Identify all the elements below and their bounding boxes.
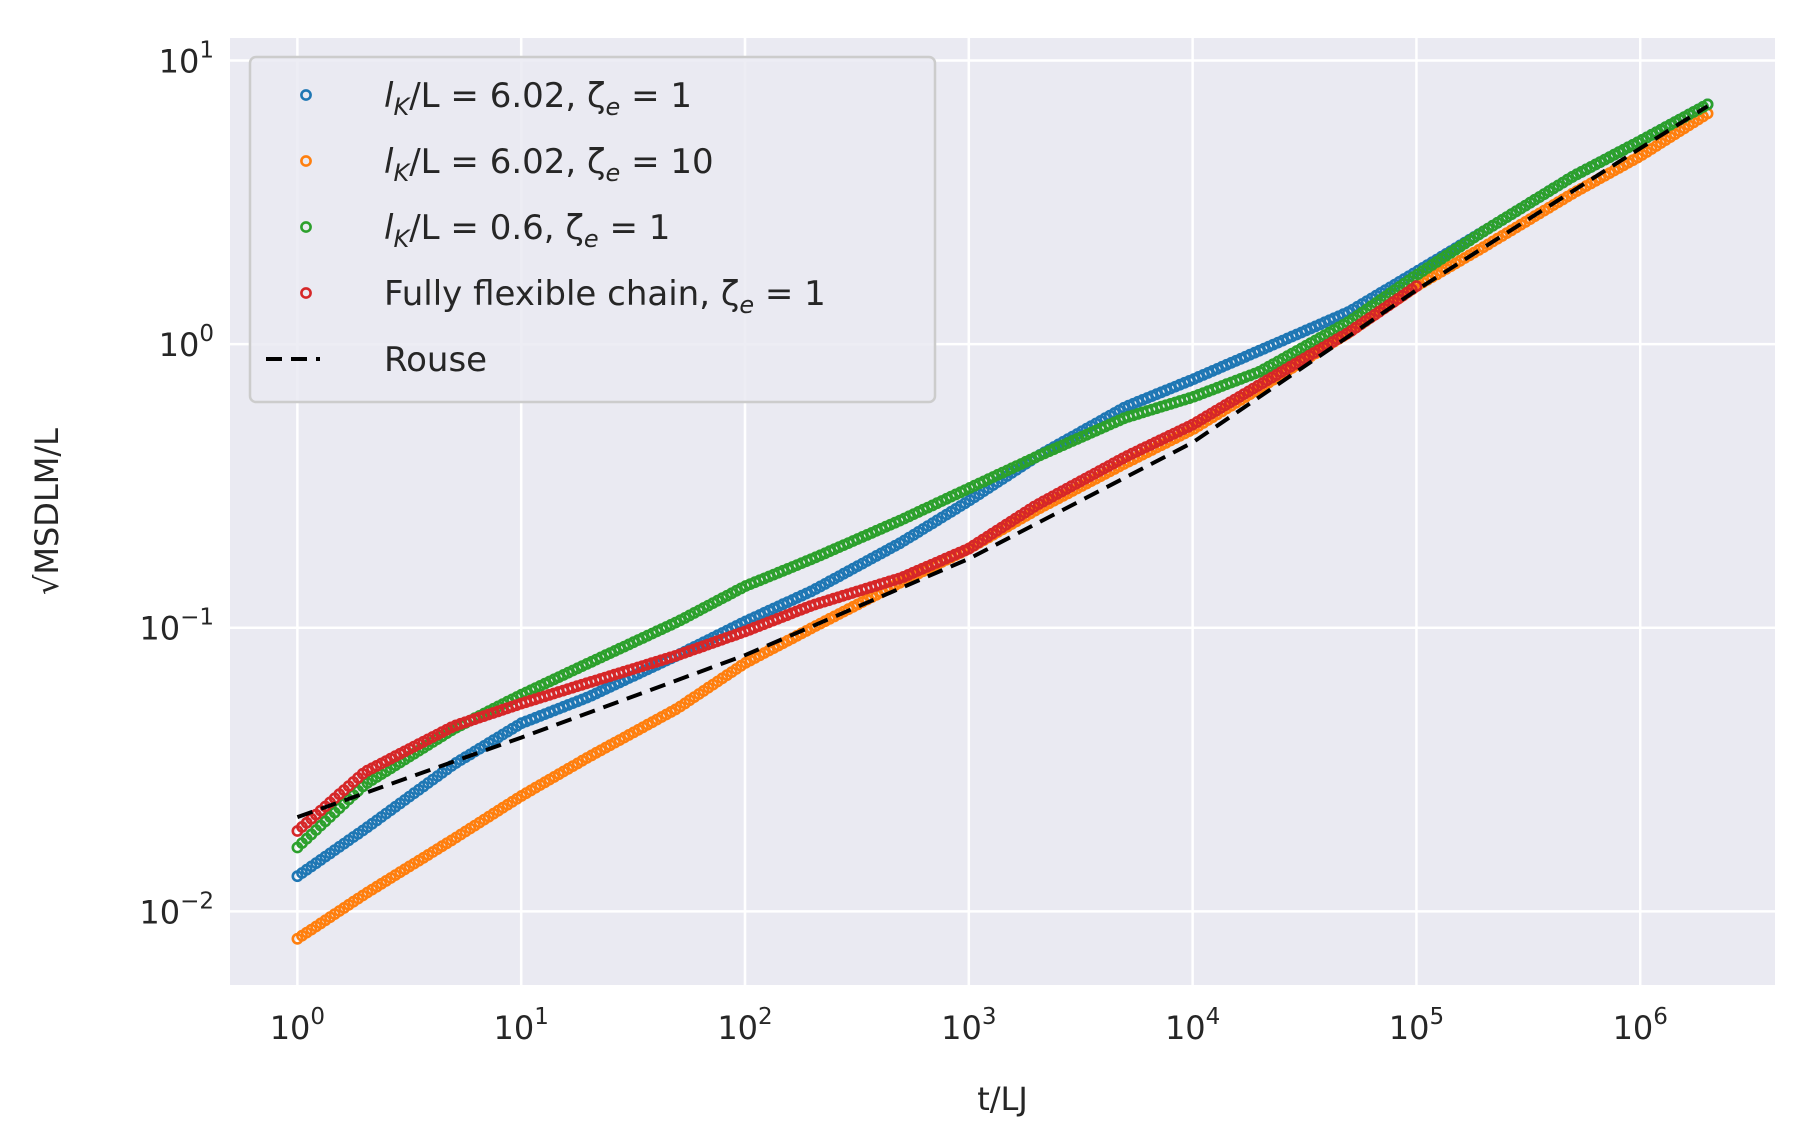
x-tick-label: 105 — [1389, 1004, 1444, 1047]
legend-label: lK/L = 6.02, ζe = 10 — [384, 142, 714, 187]
legend-item: lK/L = 6.02, ζe = 10 — [300, 142, 714, 187]
grid — [230, 38, 1775, 985]
legend-swatch — [300, 89, 312, 101]
legend-item: lK/L = 0.6, ζe = 1 — [300, 208, 670, 253]
x-tick-label: 106 — [1613, 1004, 1668, 1047]
series-5 — [296, 104, 1709, 819]
x-tick-label: 102 — [717, 1004, 772, 1047]
x-tick-label: 103 — [941, 1004, 996, 1047]
legend-label: lK/L = 0.6, ζe = 1 — [384, 208, 670, 253]
y-tick-label: 10−2 — [139, 888, 214, 931]
legend: lK/L = 6.02, ζe = 1 lK/L = 6.02, ζe = 10 l… — [248, 55, 937, 404]
y-tick-label: 10−1 — [139, 605, 214, 648]
legend-swatch — [300, 287, 312, 299]
legend-label: Rouse — [384, 340, 487, 380]
rouse-line — [296, 104, 1709, 819]
series-4 — [291, 280, 1423, 837]
y-tick-label: 100 — [159, 321, 214, 364]
legend-swatch — [300, 155, 312, 167]
data-point — [1410, 280, 1423, 293]
x-tick-label: 100 — [270, 1004, 325, 1047]
legend-item: Fully flexible chain, ζe = 1 — [300, 274, 826, 319]
legend-swatch — [300, 221, 312, 233]
y-axis-ticks: 10−2 10−1 100 101 — [139, 37, 214, 931]
legend-item: lK/L = 6.02, ζe = 1 — [300, 76, 692, 121]
x-tick-label: 101 — [494, 1004, 549, 1047]
legend-label: Fully flexible chain, ζe = 1 — [384, 274, 826, 319]
legend-box — [248, 55, 937, 404]
y-axis-label: √MSDLM/L — [28, 428, 66, 595]
x-axis-label: t/LJ — [977, 1080, 1028, 1118]
y-tick-label: 101 — [159, 37, 214, 80]
x-tick-label: 104 — [1165, 1004, 1220, 1047]
series-layer — [291, 98, 1714, 945]
legend-label: lK/L = 6.02, ζe = 1 — [384, 76, 692, 121]
data-point — [1701, 98, 1714, 111]
series-3 — [291, 98, 1714, 854]
legend-item: Rouse — [266, 340, 487, 380]
x-axis-ticks: 100 101 102 103 104 105 106 — [270, 1004, 1668, 1047]
